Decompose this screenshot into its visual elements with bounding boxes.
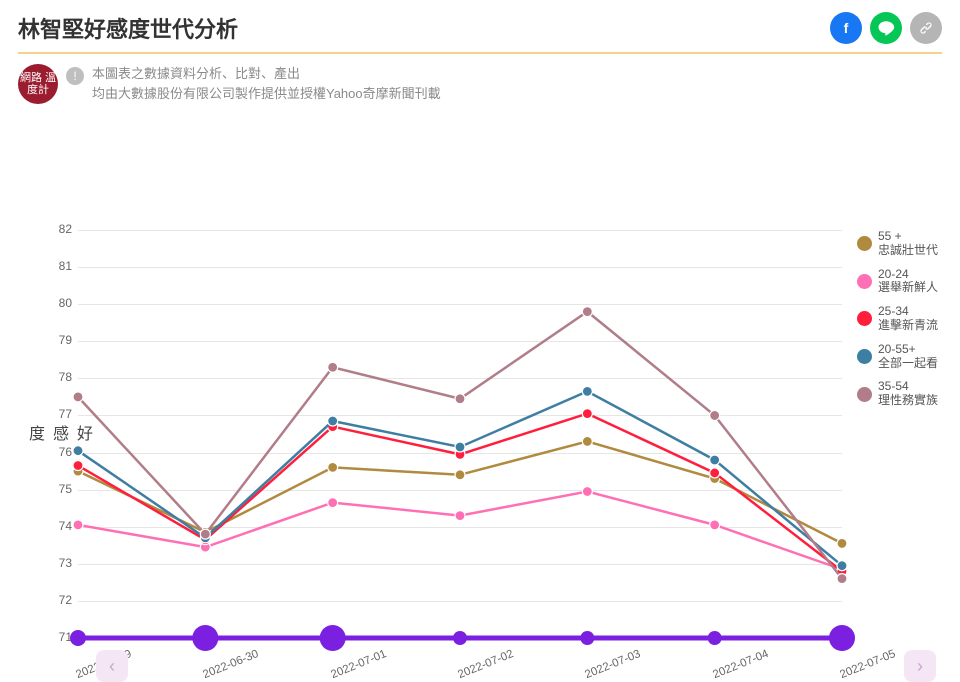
source-logo: 網路 溫度計 <box>18 64 58 104</box>
y-tick-label: 71 <box>44 630 72 644</box>
baseline-dot <box>70 630 86 646</box>
y-tick-label: 72 <box>44 593 72 607</box>
y-tick-label: 80 <box>44 296 72 310</box>
legend-dot <box>857 311 872 326</box>
source-line2: 均由大數據股份有限公司製作提供並授權Yahoo奇摩新聞刊載 <box>92 84 441 104</box>
y-tick-label: 78 <box>44 370 72 384</box>
series-marker <box>710 410 720 420</box>
legend-label: 25-34進擊新青流 <box>878 305 938 333</box>
series-marker <box>837 561 847 571</box>
x-tick-label: 2022-07-03 <box>584 648 643 681</box>
series-marker <box>710 455 720 465</box>
series-marker <box>582 386 592 396</box>
legend-item-s55[interactable]: 55 +忠誠壯世代 <box>857 230 938 258</box>
series-marker <box>455 470 465 480</box>
legend-dot <box>857 349 872 364</box>
series-marker <box>73 461 83 471</box>
page-title: 林智堅好感度世代分析 <box>18 12 238 44</box>
series-marker <box>200 529 210 539</box>
legend: 55 +忠誠壯世代 20-24選舉新鮮人 25-34進擊新青流 20-55+全部一起看… <box>857 220 938 418</box>
x-tick-label: 2022-07-01 <box>329 648 388 681</box>
y-tick-label: 74 <box>44 519 72 533</box>
chart-svg <box>78 230 842 644</box>
legend-item-s25_34[interactable]: 25-34進擊新青流 <box>857 305 938 333</box>
baseline-dot <box>829 625 855 651</box>
source-description: 本圖表之數據資料分析、比對、產出 均由大數據股份有限公司製作提供並授權Yahoo… <box>92 64 441 103</box>
series-marker <box>837 574 847 584</box>
series-marker <box>455 511 465 521</box>
series-marker <box>73 520 83 530</box>
y-tick-label: 79 <box>44 333 72 347</box>
share-bar: f <box>830 12 942 44</box>
series-marker <box>73 446 83 456</box>
prev-button[interactable]: ‹ <box>96 650 128 682</box>
info-icon[interactable]: ! <box>66 67 84 85</box>
legend-label: 20-55+全部一起看 <box>878 343 938 371</box>
series-marker <box>328 498 338 508</box>
series-marker <box>455 442 465 452</box>
series-marker <box>73 392 83 402</box>
x-tick-label: 2022-07-05 <box>838 648 897 681</box>
legend-dot <box>857 274 872 289</box>
series-marker <box>710 468 720 478</box>
y-tick-label: 81 <box>44 259 72 273</box>
link-icon <box>918 20 934 36</box>
series-marker <box>582 436 592 446</box>
series-marker <box>582 307 592 317</box>
legend-label: 55 +忠誠壯世代 <box>878 230 938 258</box>
legend-label: 35-54理性務實族 <box>878 380 938 408</box>
baseline-dot <box>580 631 594 645</box>
series-line-s25_34 <box>78 414 842 572</box>
series-marker <box>328 362 338 372</box>
y-tick-label: 82 <box>44 222 72 236</box>
series-marker <box>710 520 720 530</box>
x-tick-label: 2022-07-04 <box>711 648 770 681</box>
series-marker <box>582 409 592 419</box>
share-facebook-icon[interactable]: f <box>830 12 862 44</box>
y-tick-label: 75 <box>44 482 72 496</box>
legend-item-s20_55[interactable]: 20-55+全部一起看 <box>857 343 938 371</box>
next-button[interactable]: › <box>904 650 936 682</box>
legend-dot <box>857 236 872 251</box>
x-tick-label: 2022-06-30 <box>202 648 261 681</box>
series-marker <box>837 538 847 548</box>
x-tick-label: 2022-07-02 <box>456 648 515 681</box>
source-line1: 本圖表之數據資料分析、比對、產出 <box>92 64 441 84</box>
baseline-dot <box>192 625 218 651</box>
y-tick-label: 73 <box>44 556 72 570</box>
legend-label: 20-24選舉新鮮人 <box>878 268 938 296</box>
share-line-icon[interactable] <box>870 12 902 44</box>
baseline-dot <box>708 631 722 645</box>
line-icon <box>877 19 895 37</box>
series-marker <box>328 462 338 472</box>
y-tick-label: 76 <box>44 445 72 459</box>
baseline-dot <box>453 631 467 645</box>
legend-item-s20_24[interactable]: 20-24選舉新鮮人 <box>857 268 938 296</box>
legend-item-s35_54[interactable]: 35-54理性務實族 <box>857 380 938 408</box>
y-tick-label: 77 <box>44 407 72 421</box>
series-marker <box>582 486 592 496</box>
series-marker <box>455 394 465 404</box>
series-marker <box>328 416 338 426</box>
share-copylink-icon[interactable] <box>910 12 942 44</box>
legend-dot <box>857 387 872 402</box>
baseline-dot <box>320 625 346 651</box>
